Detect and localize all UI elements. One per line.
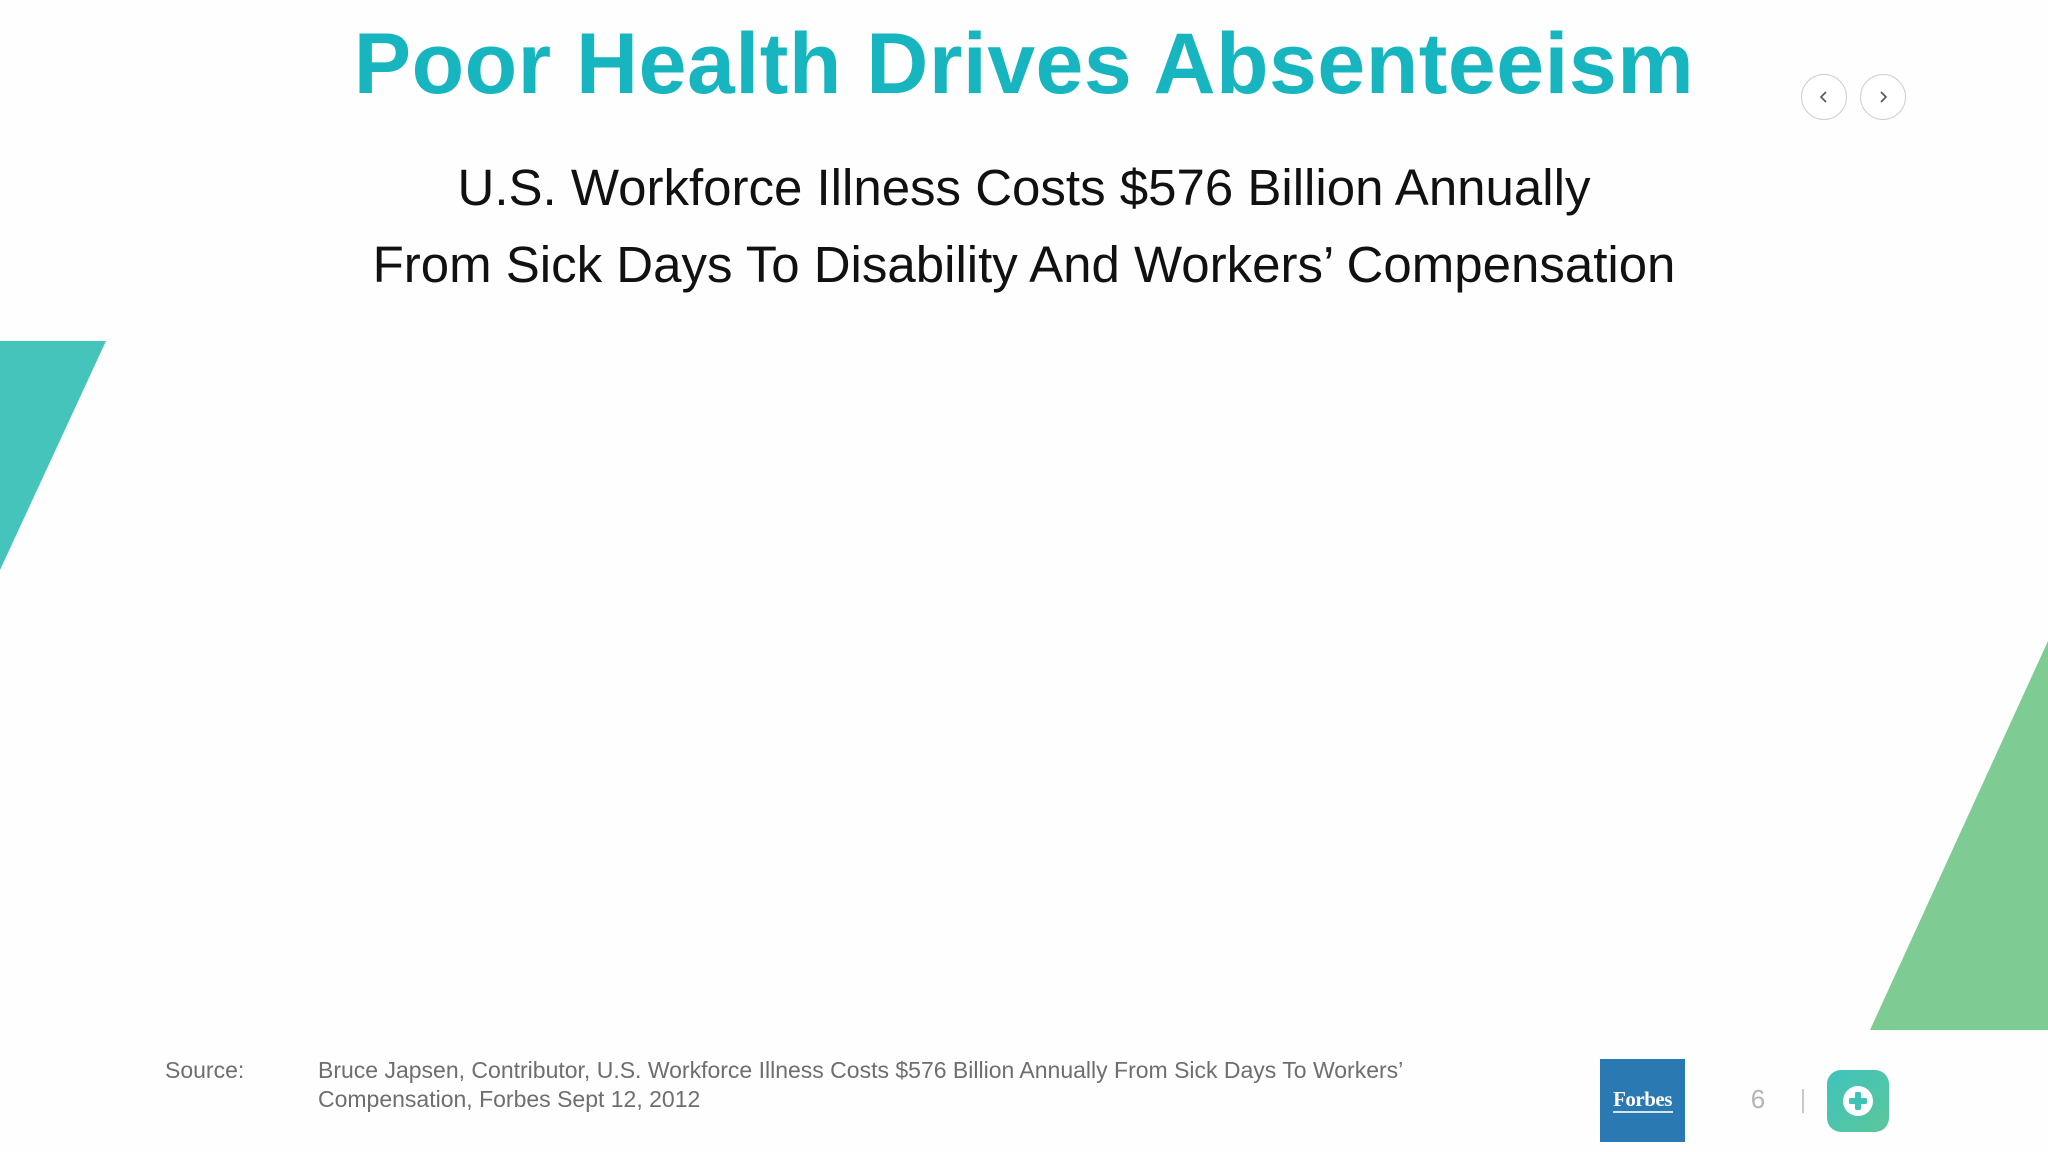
source-label: Source: [165,1057,245,1083]
teal-triangle-shape [0,341,106,570]
forbes-logo-text: Forbes [1613,1087,1672,1111]
slide-title: Poor Health Drives Absenteeism [353,16,1695,112]
chevron-right-icon [1880,91,1888,103]
source-citation: Bruce Japsen, Contributor, U.S. Workforc… [318,1056,1468,1114]
chevron-left-icon [1819,91,1827,103]
previous-slide-button[interactable] [1801,74,1847,120]
app-logo-button[interactable] [1827,1070,1889,1132]
slide-subtitle-line-1: U.S. Workforce Illness Costs $576 Billio… [457,159,1591,216]
page-number: 6 [1750,1084,1766,1114]
next-slide-button[interactable] [1860,74,1906,120]
source-citation-line-1: Bruce Japsen, Contributor, U.S. Workforc… [318,1057,1404,1083]
forbes-logo: Forbes [1600,1059,1685,1142]
slide-subtitle-line-2: From Sick Days To Disability And Workers… [372,236,1676,293]
green-triangle-shape [1870,641,2048,1030]
medical-plus-icon [1843,1086,1873,1116]
page-separator [1802,1089,1804,1113]
source-citation-line-2: Compensation, Forbes Sept 12, 2012 [318,1086,701,1112]
forbes-logo-underline [1612,1111,1673,1113]
